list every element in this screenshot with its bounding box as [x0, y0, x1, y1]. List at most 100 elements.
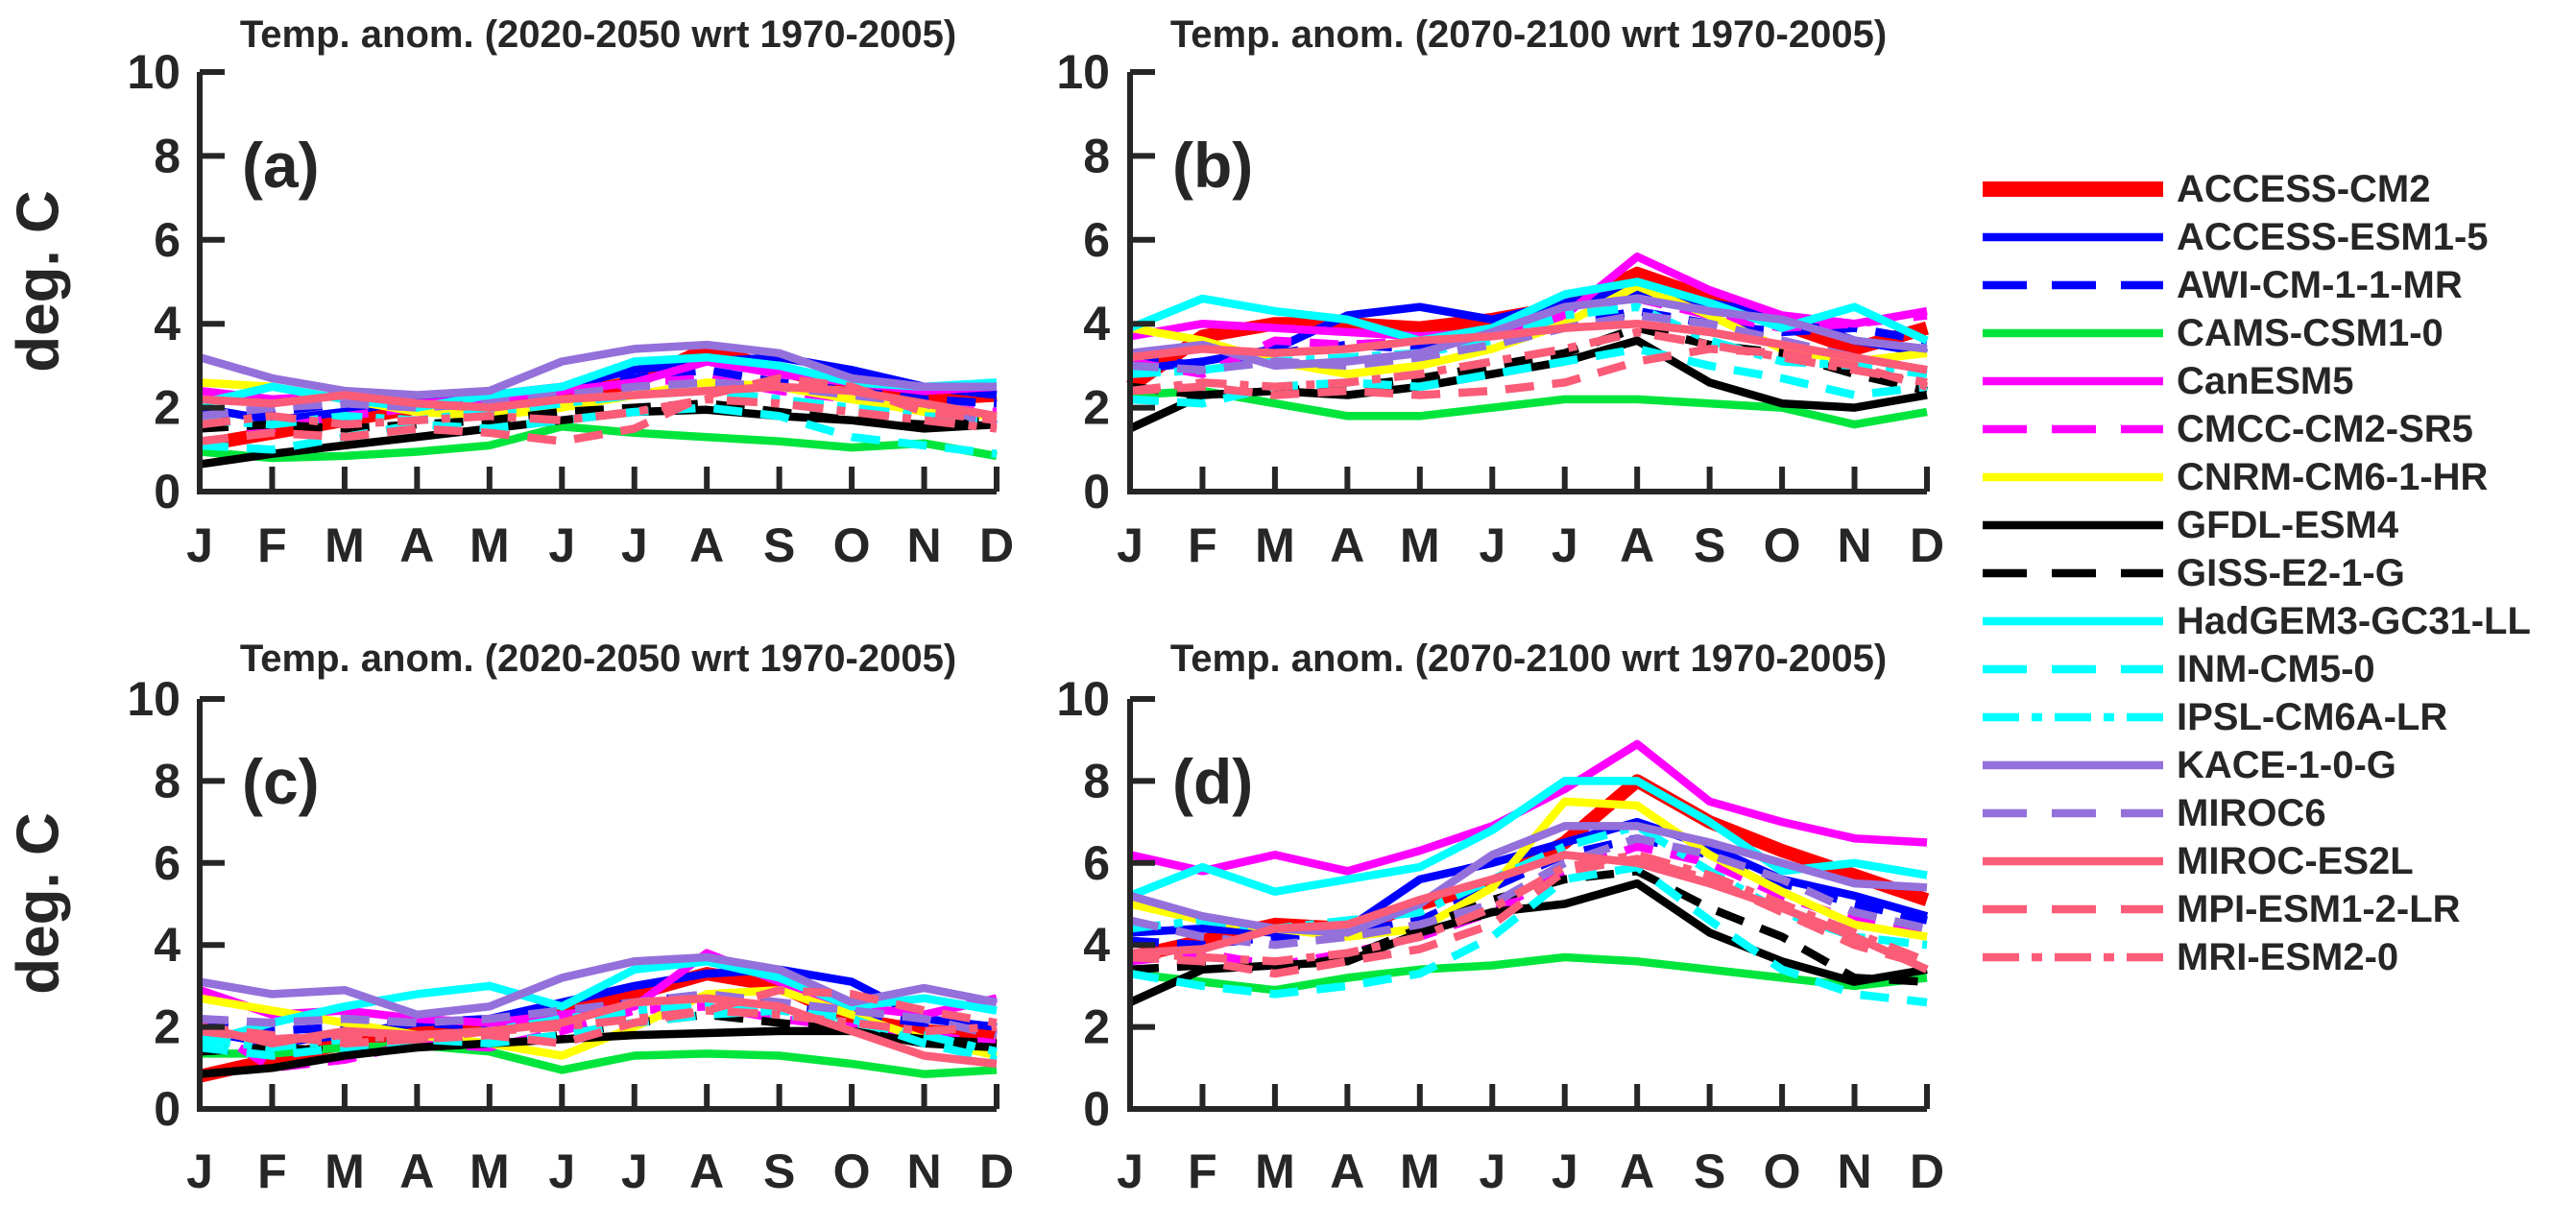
x-tick-label-a-7: A — [689, 518, 724, 572]
legend-label-ACCESS-ESM1-5: ACCESS-ESM1-5 — [2177, 216, 2489, 258]
x-tick-label-d-6: J — [1552, 1144, 1578, 1198]
x-tick-label-d-5: J — [1479, 1144, 1505, 1198]
legend-label-MRI-ESM2-0: MRI-ESM2-0 — [2177, 936, 2398, 978]
y-axis-label-row1: deg. C — [6, 190, 72, 372]
x-tick-label-b-0: J — [1117, 518, 1144, 572]
y-tick-label-b-8: 8 — [1083, 129, 1110, 182]
y-tick-label-c-8: 8 — [154, 754, 181, 807]
x-tick-label-b-1: F — [1188, 518, 1217, 572]
x-tick-label-c-2: M — [325, 1144, 365, 1198]
x-tick-label-b-10: N — [1837, 518, 1871, 572]
series-line-MRI-ESM2-0-panel-d — [1129, 851, 1929, 966]
x-tick-label-a-4: M — [469, 518, 510, 572]
series-line-MIROC6-panel-c — [199, 990, 998, 1040]
legend-label-CNRM-CM6-1-HR: CNRM-CM6-1-HR — [2177, 456, 2489, 498]
series-line-KACE-1-0-G-panel-a — [198, 340, 997, 399]
legend-item: ACCESS-ESM1-5 — [1983, 216, 2489, 258]
y-tick-label-c-0: 0 — [154, 1082, 181, 1136]
series-line-MIROC-ES2L-panel-b — [1129, 319, 1928, 374]
legend-item: CNRM-CM6-1-HR — [1983, 456, 2489, 498]
y-tick-label-d-8: 8 — [1083, 754, 1110, 807]
x-tick-label-b-2: M — [1255, 518, 1295, 572]
y-tick-label-b-6: 6 — [1083, 213, 1110, 267]
y-tick-label-c-10: 10 — [127, 672, 181, 726]
x-tick-label-c-4: M — [469, 1144, 510, 1198]
x-tick-label-a-8: S — [763, 518, 795, 572]
x-tick-label-c-5: J — [548, 1144, 575, 1198]
x-tick-label-c-11: D — [979, 1144, 1014, 1198]
y-tick-label-a-2: 2 — [154, 381, 181, 435]
y-tick-label-d-2: 2 — [1083, 1000, 1110, 1054]
y-tick-label-c-4: 4 — [154, 918, 181, 972]
x-tick-label-d-3: A — [1330, 1144, 1364, 1198]
x-tick-label-c-6: J — [621, 1144, 648, 1198]
y-tick-label-d-4: 4 — [1083, 918, 1110, 972]
legend-label-CAMS-CSM1-0: CAMS-CSM1-0 — [2177, 312, 2444, 354]
y-axis-label-row2: deg. C — [6, 812, 72, 994]
series-line-MPI-ESM1-2-LR-panel-a — [199, 373, 998, 445]
x-tick-label-b-8: S — [1694, 518, 1725, 572]
x-tick-label-a-2: M — [325, 518, 365, 572]
panel-title-a: Temp. anom. (2020-2050 wrt 1970-2005) — [240, 13, 956, 56]
x-tick-label-d-11: D — [1910, 1144, 1944, 1198]
series-line-MIROC-ES2L-panel-d — [1129, 851, 1929, 974]
y-tick-label-d-10: 10 — [1056, 672, 1110, 726]
legend-label-IPSL-CM6A-LR: IPSL-CM6A-LR — [2177, 696, 2447, 738]
legend-label-MPI-ESM1-2-LR: MPI-ESM1-2-LR — [2177, 888, 2461, 930]
series-line-MPI-ESM1-2-LR-panel-b — [1129, 345, 1929, 399]
x-tick-label-b-5: J — [1479, 518, 1505, 572]
legend-label-INM-CM5-0: INM-CM5-0 — [2177, 648, 2375, 690]
y-tick-label-a-8: 8 — [154, 129, 181, 182]
legend-item: AWI-CM-1-1-MR — [1983, 264, 2463, 306]
x-tick-label-b-3: A — [1330, 518, 1364, 572]
x-tick-label-d-2: M — [1255, 1144, 1295, 1198]
x-tick-label-c-8: S — [763, 1144, 795, 1198]
y-tick-label-b-2: 2 — [1083, 381, 1110, 435]
legend-label-HadGEM3-GC31-LL: HadGEM3-GC31-LL — [2177, 600, 2531, 642]
x-tick-label-a-6: J — [621, 518, 648, 572]
x-tick-label-c-3: A — [399, 1144, 434, 1198]
series-line-CAMS-CSM1-0-panel-b — [1129, 386, 1928, 429]
legend-label-ACCESS-CM2: ACCESS-CM2 — [2177, 168, 2430, 210]
x-tick-label-d-9: O — [1764, 1144, 1801, 1198]
series-line-CAMS-CSM1-0-panel-a — [199, 422, 998, 463]
legend-item: GFDL-ESM4 — [1983, 504, 2399, 546]
legend-label-MIROC6: MIROC6 — [2177, 792, 2326, 834]
y-tick-label-a-6: 6 — [154, 213, 181, 267]
series-line-MRI-ESM2-0-panel-b — [1129, 327, 1928, 396]
y-tick-label-c-6: 6 — [154, 836, 181, 890]
series-line-MRI-ESM2-0-panel-a — [199, 395, 998, 433]
x-tick-label-a-5: J — [548, 518, 575, 572]
legend-label-GFDL-ESM4: GFDL-ESM4 — [2177, 504, 2399, 546]
y-tick-label-b-4: 4 — [1083, 297, 1110, 350]
legend-item: MIROC6 — [1983, 792, 2326, 834]
legend: ACCESS-CM2 ACCESS-ESM1-5 AWI-CM-1-1-MR CAMS… — [1983, 168, 2531, 978]
y-tick-label-d-0: 0 — [1083, 1082, 1110, 1136]
x-tick-label-d-10: N — [1837, 1144, 1871, 1198]
legend-label-CanESM5: CanESM5 — [2177, 360, 2354, 402]
legend-item: CanESM5 — [1983, 360, 2354, 402]
series-line-KACE-1-0-G-panel-b — [1129, 294, 1928, 371]
x-tick-label-c-7: A — [689, 1144, 724, 1198]
x-tick-label-b-7: A — [1620, 518, 1654, 572]
x-tick-label-d-0: J — [1117, 1144, 1144, 1198]
x-tick-label-c-9: O — [833, 1144, 871, 1198]
x-tick-label-c-0: J — [186, 1144, 213, 1198]
legend-label-MIROC-ES2L: MIROC-ES2L — [2177, 840, 2414, 882]
legend-label-AWI-CM-1-1-MR: AWI-CM-1-1-MR — [2177, 264, 2463, 306]
x-tick-label-a-10: N — [906, 518, 941, 572]
y-tick-label-b-10: 10 — [1056, 45, 1110, 99]
x-tick-label-a-1: F — [257, 518, 287, 572]
x-tick-label-d-8: S — [1694, 1144, 1725, 1198]
x-tick-label-d-4: M — [1400, 1144, 1440, 1198]
legend-label-GISS-E2-1-G: GISS-E2-1-G — [2177, 552, 2405, 594]
series-line-MPI-ESM1-2-LR-panel-c — [199, 985, 998, 1047]
legend-item: MRI-ESM2-0 — [1983, 936, 2398, 978]
legend-label-CMCC-CM2-SR5: CMCC-CM2-SR5 — [2177, 408, 2473, 450]
legend-item: CMCC-CM2-SR5 — [1983, 408, 2473, 450]
legend-item: INM-CM5-0 — [1983, 648, 2375, 690]
